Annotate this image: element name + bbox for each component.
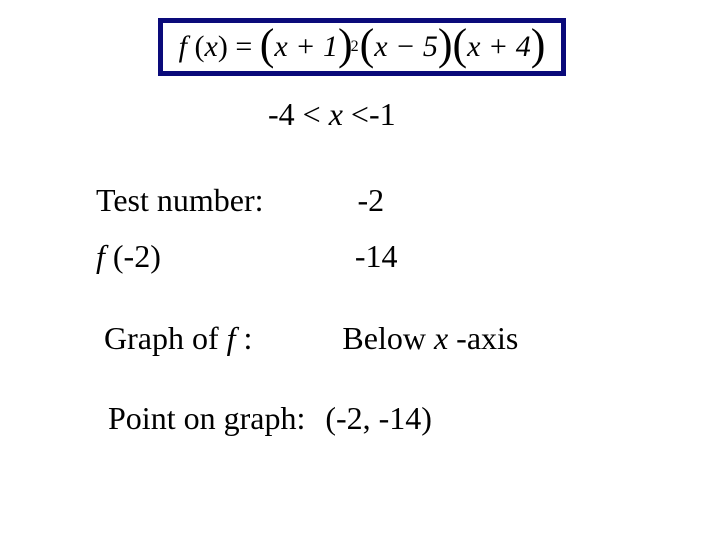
graph-value-x: x [434, 320, 448, 356]
f-eval-arg: (-2) [113, 238, 161, 274]
f-eval-fn: f [96, 238, 113, 274]
graph-label: Graph of f : [104, 320, 252, 357]
graph-value: Below x -axis [342, 320, 518, 357]
formula-term1: x + 1 [274, 30, 338, 64]
interval-inequality: -4 < x <-1 [268, 96, 396, 133]
interval-left: -4 < [268, 96, 329, 132]
f-eval-label: f (-2) [96, 238, 161, 275]
formula-paren-open1: ( [187, 30, 205, 64]
formula-paren-close1: ) [218, 30, 228, 64]
formula-expression: f ( x ) = ( x + 1 ) 2 ( x − 5 ) ( x + 4 … [179, 30, 546, 64]
formula-equals: = [228, 30, 260, 64]
point-label: Point on graph: [108, 400, 305, 437]
formula-fn-name: f [179, 30, 187, 64]
graph-value-prefix: Below [342, 320, 434, 356]
formula-term2: x − 5 [374, 30, 438, 64]
formula-term3: x + 4 [467, 30, 531, 64]
interval-var: x [329, 96, 343, 132]
test-number-value: -2 [358, 182, 385, 219]
formula-box: f ( x ) = ( x + 1 ) 2 ( x − 5 ) ( x + 4 … [158, 18, 566, 76]
row-f-eval: f (-2) -14 [96, 238, 596, 275]
graph-value-suffix: -axis [456, 320, 518, 356]
row-test-number: Test number: -2 [96, 182, 596, 219]
graph-label-prefix: Graph of [104, 320, 227, 356]
row-graph: Graph of f : Below x -axis [104, 320, 624, 357]
graph-label-f: f [227, 320, 236, 356]
interval-right: <-1 [351, 96, 396, 132]
point-value: (-2, -14) [325, 400, 432, 437]
test-number-label: Test number: [96, 182, 264, 219]
graph-label-suffix: : [244, 320, 253, 356]
row-point: Point on graph: (-2, -14) [108, 400, 628, 437]
f-eval-value: -14 [355, 238, 398, 275]
formula-var1: x [204, 30, 217, 64]
